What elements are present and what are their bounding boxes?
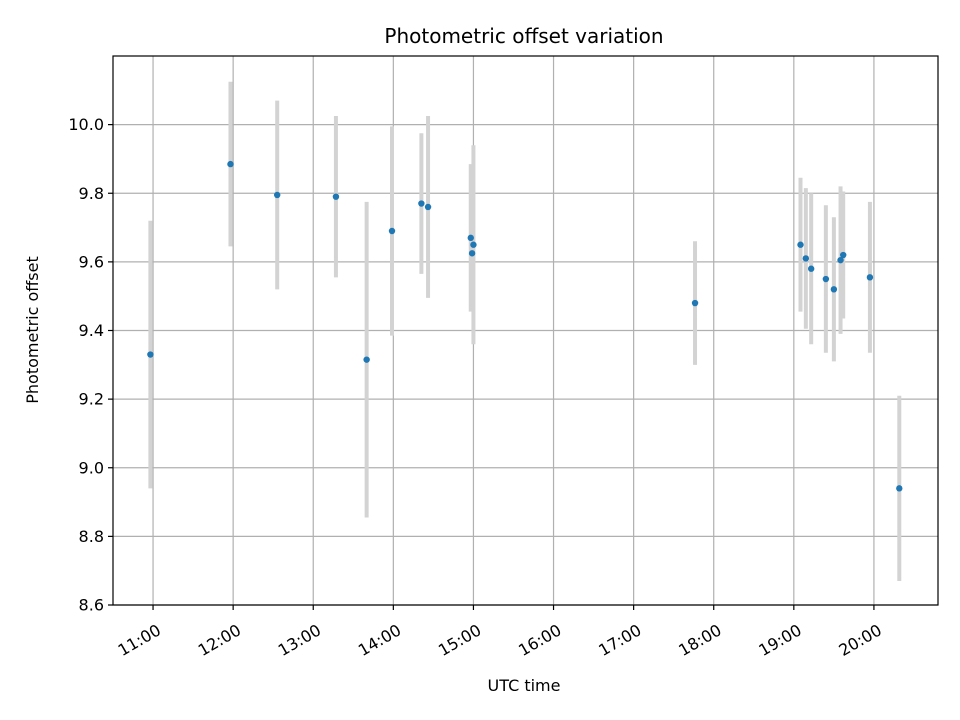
x-axis-ticks: 11:00 12:00 13:00 14:00 15:00 16:00 17:00 18:00… (115, 605, 885, 660)
data-point (837, 256, 844, 264)
y-axis-label: Photometric offset (23, 256, 42, 404)
chart-title: Photometric offset variation (384, 24, 663, 48)
y-tick-label: 9.4 (79, 321, 104, 340)
data-point (691, 299, 699, 307)
error-bars (148, 81, 902, 581)
y-tick-label: 10.0 (68, 115, 104, 134)
data-point (147, 351, 154, 358)
x-tick-label: 13:00 (275, 620, 324, 660)
x-tick-label: 11:00 (115, 620, 164, 660)
data-point (424, 203, 432, 211)
data-point (840, 251, 847, 259)
x-tick-label: 12:00 (195, 620, 244, 660)
data-point (388, 227, 396, 235)
data-point (822, 275, 830, 283)
grid (113, 56, 938, 606)
x-axis-label: UTC time (488, 676, 561, 695)
data-point (468, 250, 476, 257)
data-point (802, 255, 810, 262)
y-tick-label: 9.6 (79, 252, 104, 271)
data-point (227, 160, 234, 168)
data-point (896, 485, 903, 492)
data-point (470, 241, 477, 248)
x-tick-label: 17:00 (595, 620, 644, 660)
data-point (830, 286, 838, 293)
data-point (332, 193, 340, 200)
x-tick-label: 16:00 (515, 620, 564, 660)
y-tick-label: 8.6 (79, 596, 104, 615)
data-point (866, 274, 874, 281)
y-tick-label: 9.8 (79, 184, 104, 203)
data-points (147, 160, 903, 492)
x-tick-label: 19:00 (755, 620, 804, 660)
y-tick-label: 9.0 (79, 458, 104, 477)
data-point (363, 356, 370, 363)
x-tick-label: 18:00 (675, 620, 724, 660)
data-point (797, 241, 804, 248)
y-axis-ticks: 8.6 8.8 9.0 9.2 9.4 9.6 9.8 10.0 (68, 115, 113, 615)
x-tick-label: 14:00 (355, 620, 404, 660)
data-point (418, 200, 425, 207)
data-point (467, 234, 474, 242)
x-tick-label: 15:00 (435, 620, 484, 660)
data-point (807, 265, 815, 272)
y-tick-label: 8.8 (79, 527, 104, 546)
x-tick-label: 20:00 (835, 620, 884, 660)
y-tick-label: 9.2 (79, 390, 104, 409)
data-point (273, 191, 281, 199)
